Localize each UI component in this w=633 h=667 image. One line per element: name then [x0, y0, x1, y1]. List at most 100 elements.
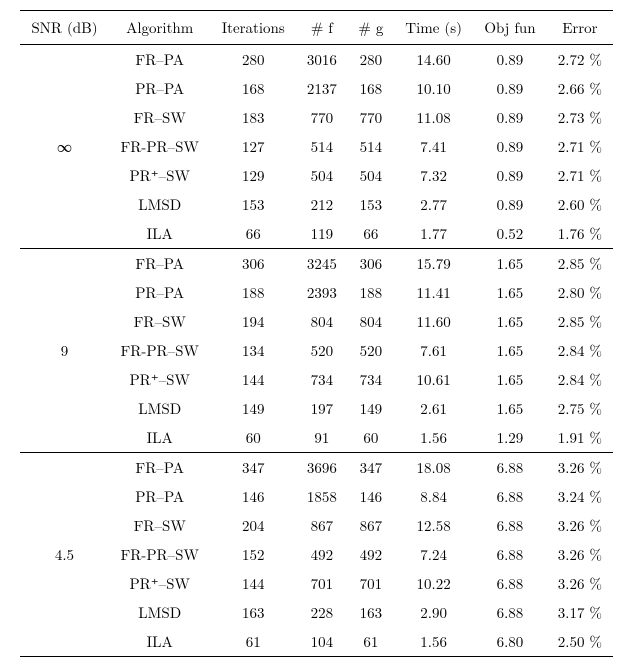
obj-cell: 0.89	[473, 190, 547, 219]
col-error: Error	[547, 11, 613, 45]
iterations-cell: 61	[210, 627, 296, 657]
error-cell: 3.26 %	[547, 569, 613, 598]
obj-cell: 0.89	[473, 161, 547, 190]
g-cell: 347	[348, 453, 394, 483]
f-cell: 119	[296, 219, 348, 249]
algorithm-cell: PR–PA	[109, 482, 210, 511]
table-row: PR⁺–SW1295045047.320.892.71 %	[20, 161, 613, 190]
col-obj: Obj fun	[473, 11, 547, 45]
error-cell: 3.26 %	[547, 540, 613, 569]
error-cell: 2.60 %	[547, 190, 613, 219]
f-cell: 1858	[296, 482, 348, 511]
algorithm-cell: PR–PA	[109, 74, 210, 103]
time-cell: 7.41	[394, 132, 473, 161]
f-cell: 3696	[296, 453, 348, 483]
f-cell: 3016	[296, 45, 348, 75]
g-cell: 520	[348, 336, 394, 365]
g-cell: 188	[348, 278, 394, 307]
obj-cell: 1.29	[473, 423, 547, 453]
obj-cell: 6.88	[473, 482, 547, 511]
error-cell: 2.72 %	[547, 45, 613, 75]
obj-cell: 1.65	[473, 249, 547, 279]
table-row: PR⁺–SW14473473410.611.652.84 %	[20, 365, 613, 394]
g-cell: 734	[348, 365, 394, 394]
error-cell: 3.26 %	[547, 453, 613, 483]
f-cell: 197	[296, 394, 348, 423]
iterations-cell: 153	[210, 190, 296, 219]
g-cell: 153	[348, 190, 394, 219]
error-cell: 2.66 %	[547, 74, 613, 103]
error-cell: 2.84 %	[547, 336, 613, 365]
iterations-cell: 144	[210, 365, 296, 394]
obj-cell: 0.89	[473, 103, 547, 132]
time-cell: 11.41	[394, 278, 473, 307]
error-cell: 3.17 %	[547, 598, 613, 627]
iterations-cell: 134	[210, 336, 296, 365]
error-cell: 3.26 %	[547, 511, 613, 540]
g-cell: 60	[348, 423, 394, 453]
col-algorithm: Algorithm	[109, 11, 210, 45]
g-cell: 701	[348, 569, 394, 598]
algorithm-cell: FR–SW	[109, 307, 210, 336]
f-cell: 2137	[296, 74, 348, 103]
algorithm-cell: LMSD	[109, 190, 210, 219]
time-cell: 11.08	[394, 103, 473, 132]
col-snr: SNR (dB)	[20, 11, 109, 45]
algorithm-cell: LMSD	[109, 394, 210, 423]
algorithm-cell: PR⁺–SW	[109, 365, 210, 394]
obj-cell: 1.65	[473, 365, 547, 394]
algorithm-cell: FR–PA	[109, 453, 210, 483]
g-cell: 146	[348, 482, 394, 511]
error-cell: 2.80 %	[547, 278, 613, 307]
error-cell: 2.73 %	[547, 103, 613, 132]
f-cell: 504	[296, 161, 348, 190]
table-row: ILA66119661.770.521.76 %	[20, 219, 613, 249]
obj-cell: 0.89	[473, 132, 547, 161]
time-cell: 10.61	[394, 365, 473, 394]
f-cell: 734	[296, 365, 348, 394]
f-cell: 104	[296, 627, 348, 657]
algorithm-cell: FR–SW	[109, 103, 210, 132]
iterations-cell: 152	[210, 540, 296, 569]
iterations-cell: 204	[210, 511, 296, 540]
time-cell: 12.58	[394, 511, 473, 540]
time-cell: 10.10	[394, 74, 473, 103]
f-cell: 514	[296, 132, 348, 161]
time-cell: 11.60	[394, 307, 473, 336]
iterations-cell: 163	[210, 598, 296, 627]
table-row: FR-PR–SW1275145147.410.892.71 %	[20, 132, 613, 161]
time-cell: 1.56	[394, 423, 473, 453]
error-cell: 2.71 %	[547, 132, 613, 161]
g-cell: 163	[348, 598, 394, 627]
algorithm-cell: FR-PR–SW	[109, 336, 210, 365]
algorithm-cell: FR-PR–SW	[109, 540, 210, 569]
col-iterations: Iterations	[210, 11, 296, 45]
g-cell: 66	[348, 219, 394, 249]
obj-cell: 1.65	[473, 278, 547, 307]
snr-cell: ∞	[20, 45, 109, 249]
table-row: LMSD1491971492.611.652.75 %	[20, 394, 613, 423]
time-cell: 15.79	[394, 249, 473, 279]
g-cell: 804	[348, 307, 394, 336]
results-table: SNR (dB) Algorithm Iterations # f # g Ti…	[20, 10, 613, 657]
algorithm-cell: FR–PA	[109, 45, 210, 75]
g-cell: 492	[348, 540, 394, 569]
time-cell: 7.32	[394, 161, 473, 190]
g-cell: 504	[348, 161, 394, 190]
table-row: FR-PR–SW1524924927.246.883.26 %	[20, 540, 613, 569]
algorithm-cell: PR–PA	[109, 278, 210, 307]
iterations-cell: 149	[210, 394, 296, 423]
error-cell: 2.71 %	[547, 161, 613, 190]
snr-cell: 4.5	[20, 453, 109, 657]
obj-cell: 0.89	[473, 74, 547, 103]
time-cell: 10.22	[394, 569, 473, 598]
time-cell: 2.61	[394, 394, 473, 423]
g-cell: 168	[348, 74, 394, 103]
algorithm-cell: FR–PA	[109, 249, 210, 279]
g-cell: 770	[348, 103, 394, 132]
f-cell: 91	[296, 423, 348, 453]
snr-cell: 9	[20, 249, 109, 453]
col-f: # f	[296, 11, 348, 45]
table-row: LMSD1632281632.906.883.17 %	[20, 598, 613, 627]
obj-cell: 1.65	[473, 336, 547, 365]
